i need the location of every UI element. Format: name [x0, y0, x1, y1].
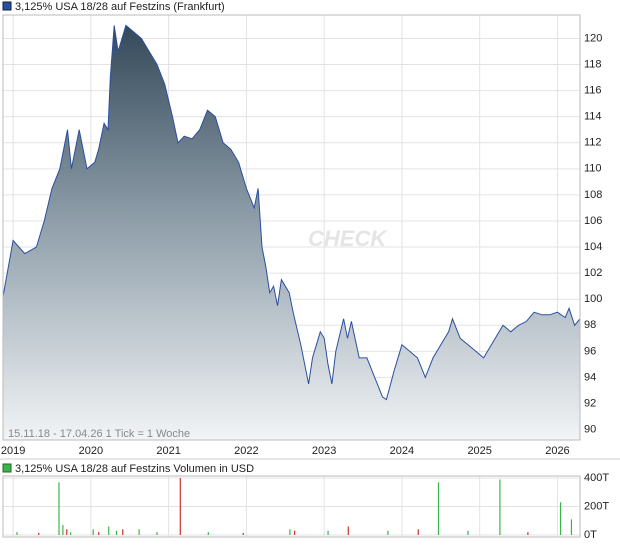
- volume-bar: [527, 532, 529, 535]
- volume-bar: [294, 530, 296, 535]
- volume-bar: [207, 532, 209, 535]
- x-tick-label: 2019: [1, 445, 25, 457]
- y-tick-label: 98: [584, 319, 596, 331]
- volume-bar: [289, 529, 291, 535]
- y-tick-label: 0T: [584, 529, 597, 541]
- x-tick-label: 2022: [234, 445, 258, 457]
- x-tick-label: 2026: [545, 445, 569, 457]
- y-tick-label: 104: [584, 241, 602, 253]
- legend-swatch: [2, 463, 12, 473]
- chart-title: 3,125% USA 18/28 auf Festzins (Frankfurt…: [15, 1, 225, 13]
- legend-swatch: [2, 1, 12, 11]
- plot-frame: [2, 14, 581, 441]
- x-tick-label: 2024: [390, 445, 414, 457]
- y-tick-label: 200T: [584, 500, 609, 512]
- volume-bar: [62, 525, 64, 535]
- volume-bar: [70, 532, 72, 535]
- y-tick-label: 110: [584, 163, 602, 175]
- volume-bar: [58, 482, 60, 535]
- watermark: CHECK: [308, 226, 388, 251]
- y-tick-label: 102: [584, 267, 602, 279]
- annotation: 15.11.18 - 17.04.26 1 Tick = 1 Woche: [8, 428, 190, 440]
- volume-bar: [499, 479, 501, 535]
- x-tick-label: 2025: [467, 445, 491, 457]
- volume-bar: [347, 526, 349, 535]
- volume-bar: [115, 530, 118, 535]
- price-line: [2, 24, 581, 401]
- volume-bar: [467, 530, 469, 535]
- y-tick-label: 400T: [584, 472, 609, 484]
- volume-bar: [122, 529, 124, 535]
- y-tick-label: 94: [584, 371, 596, 383]
- y-tick-label: 114: [584, 111, 602, 123]
- volume-title: 3,125% USA 18/28 auf Festzins Volumen in…: [15, 463, 254, 475]
- volume-bar: [387, 530, 389, 535]
- y-tick-label: 116: [584, 85, 602, 97]
- volume-bar: [570, 519, 573, 535]
- volume-bar: [242, 532, 244, 535]
- price-area: [3, 25, 580, 441]
- volume-bar: [417, 529, 419, 535]
- x-tick-label: 2020: [79, 445, 103, 457]
- volume-bar: [179, 478, 181, 535]
- volume-bar: [66, 529, 68, 535]
- volume-bar: [559, 502, 562, 535]
- y-tick-label: 92: [584, 397, 596, 409]
- y-tick-label: 96: [584, 345, 596, 357]
- volume-bar: [437, 482, 440, 535]
- y-tick-label: 120: [584, 32, 602, 44]
- y-tick-label: 100: [584, 293, 602, 305]
- y-tick-label: 112: [584, 137, 602, 149]
- x-tick-label: 2021: [156, 445, 180, 457]
- plot-frame: [2, 475, 581, 538]
- x-tick-label: 2023: [312, 445, 336, 457]
- volume-bar: [156, 532, 158, 535]
- volume-bar: [98, 532, 100, 535]
- volume-bar: [138, 529, 140, 535]
- y-tick-label: 108: [584, 189, 602, 201]
- y-tick-label: 106: [584, 215, 602, 227]
- y-tick-label: 118: [584, 58, 602, 70]
- y-tick-label: 90: [584, 423, 596, 435]
- volume-bar: [92, 529, 94, 535]
- volume-bar: [327, 530, 329, 535]
- volume-bar: [108, 526, 110, 535]
- volume-bar: [38, 532, 40, 535]
- volume-bar: [16, 532, 18, 535]
